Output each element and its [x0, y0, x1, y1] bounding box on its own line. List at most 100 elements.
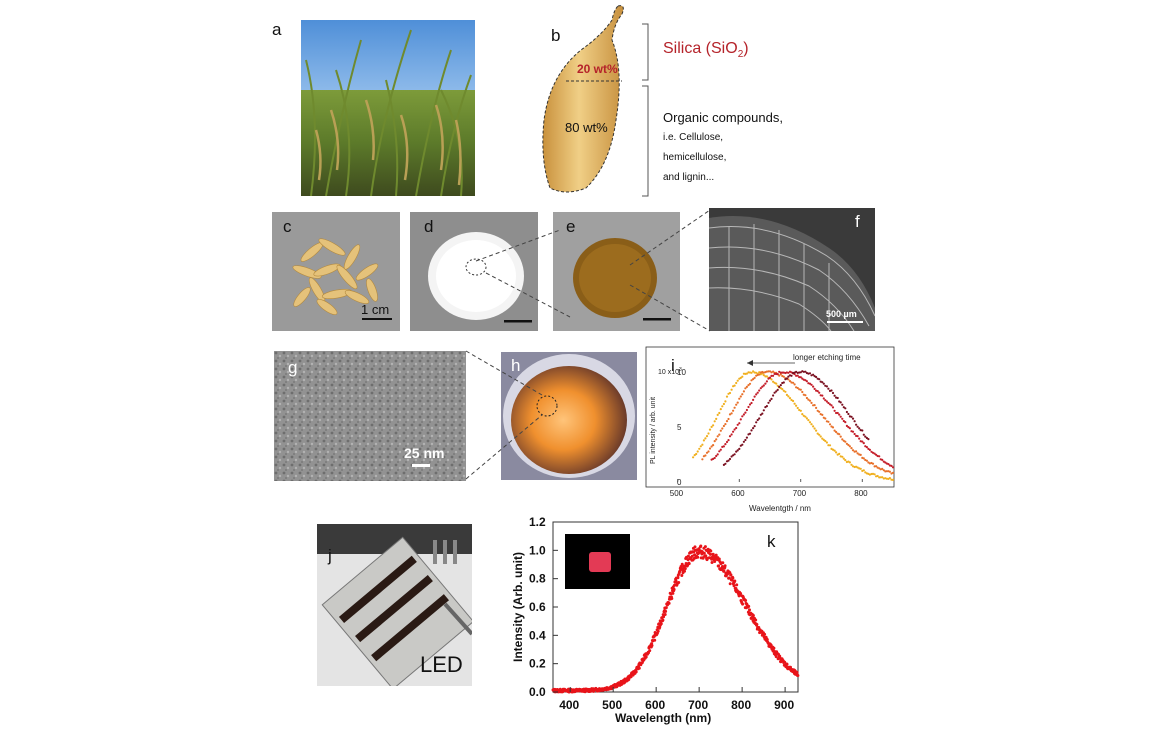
chart-k-xtick-label: 800: [731, 698, 751, 712]
chart-i-point-s0: [812, 425, 815, 428]
chart-i-annotation: longer etching time: [793, 353, 861, 362]
chart-i-point-s0: [816, 432, 819, 435]
chart-i-point-s2: [864, 445, 867, 448]
chart-k-point: [671, 591, 675, 595]
chart-i-point-s1: [715, 438, 718, 441]
chart-i-point-s0: [712, 424, 715, 427]
chart-k-point: [673, 583, 676, 587]
chart-i-point-s0: [815, 429, 818, 432]
chart-i-point-s3: [790, 374, 793, 377]
chart-i-point-s1: [725, 420, 729, 423]
chart-i-point-s1: [732, 409, 735, 412]
chart-i-point-s3: [804, 370, 807, 373]
chart-k-point: [796, 674, 800, 677]
chart-k-ytick-label: 0.4: [529, 628, 546, 642]
chart-i-point-s2: [715, 454, 718, 458]
chart-i-point-s0: [819, 435, 822, 438]
husk-pile-illustration: [292, 238, 392, 320]
chart-k-point: [741, 602, 745, 606]
chart-i-point-s0: [799, 409, 802, 412]
chart-i-point-s2: [735, 426, 738, 430]
panel-label-i: i: [671, 356, 675, 375]
chart-k-ytick-label: 0.0: [529, 685, 546, 699]
chart-i-point-s2: [848, 427, 851, 430]
chart-k-point: [647, 651, 650, 655]
chart-i-point-s2: [787, 371, 790, 374]
chart-i-point-s1: [851, 449, 855, 452]
chart-k-point: [708, 552, 712, 556]
chart-i-point-s1: [875, 465, 878, 468]
chart-k-xtick-label: 400: [559, 698, 579, 712]
chart-i-point-s0: [827, 444, 830, 447]
chart-i-point-s1: [747, 384, 750, 387]
chart-i-marks: [692, 370, 895, 481]
chart-i-point-s1: [841, 438, 844, 441]
chart-i-point-s0: [739, 376, 742, 379]
chart-k-point: [680, 574, 684, 577]
sem-micrograph: [709, 208, 875, 331]
chart-i-point-s2: [812, 385, 815, 388]
panel-label-k: k: [767, 532, 776, 551]
chart-i-point-s0: [810, 423, 813, 426]
chart-i-point-s2: [762, 384, 765, 387]
rice-field-illustration: [301, 20, 475, 196]
chart-k-point: [659, 622, 663, 626]
chart-k-point: [772, 646, 776, 650]
chart-i-point-s2: [818, 391, 821, 394]
chart-k-xlabel: Wavelength (nm): [615, 711, 711, 725]
chart-i-point-s3: [845, 410, 848, 414]
chart-i-point-s1: [710, 445, 713, 448]
chart-i-point-s3: [782, 381, 785, 384]
chart-i-point-s0: [707, 432, 710, 435]
glowing-dish-illustration: [501, 352, 637, 480]
chart-i-point-s0: [807, 419, 810, 422]
chart-i-point-s3: [728, 457, 732, 461]
silica-label: Silica (SiO2): [663, 40, 749, 60]
chart-i-point-s0: [873, 473, 876, 476]
chart-i-point-s0: [704, 437, 707, 440]
led-device-illustration: [317, 524, 472, 686]
chart-k-point: [661, 618, 665, 622]
panel-label-a: a: [272, 20, 282, 39]
chart-i-point-s2: [716, 453, 719, 456]
chart-k-point: [693, 545, 697, 549]
chart-i-point-s2: [881, 458, 884, 461]
panel-label-f: f: [855, 212, 860, 231]
chart-i-point-s1: [752, 378, 755, 381]
chart-i-point-s3: [779, 384, 782, 387]
chart-i-point-s2: [712, 457, 715, 460]
chart-i-multiplier-exp: 3: [679, 367, 682, 373]
chart-i-point-s2: [810, 383, 813, 386]
chart-i-point-s3: [730, 455, 733, 458]
chart-i-point-s3: [847, 412, 850, 416]
brackets: [642, 23, 649, 197]
chart-i-point-s0: [692, 456, 695, 459]
panel-label-b: b: [551, 26, 561, 45]
chart-i-point-s3: [850, 415, 853, 418]
chart-i-point-s2: [727, 439, 730, 442]
chart-k-ytick-label: 0.2: [529, 657, 546, 671]
silica-percent: 20 wt%: [577, 62, 618, 76]
chart-i-point-s3: [748, 432, 752, 435]
silica-label-sub: 2: [737, 49, 744, 61]
chart-i-point-s3: [776, 388, 779, 391]
chart-i-point-s2: [835, 411, 838, 415]
rice-field-photo: [301, 20, 475, 196]
chart-i-point-s3: [818, 378, 821, 381]
chart-i-point-s3: [750, 429, 753, 432]
chart-i-point-s0: [710, 425, 713, 428]
chart-i-point-s3: [755, 421, 758, 424]
chart-i-point-s1: [704, 454, 707, 457]
chart-i-point-s0: [842, 457, 845, 460]
chart-i-point-s3: [759, 413, 762, 416]
chart-i-point-s0: [699, 445, 702, 448]
chart-i-point-s2: [761, 385, 764, 388]
chart-i-point-s3: [770, 397, 773, 400]
chart-i-point-s2: [722, 445, 725, 448]
chart-i-point-s3: [867, 438, 870, 441]
organic-percent: 80 wt%: [565, 120, 608, 135]
chart-i-point-s0: [770, 378, 773, 381]
chart-k-point: [690, 554, 694, 558]
chart-i-point-s1: [719, 429, 722, 432]
chart-i-point-s0: [736, 379, 739, 382]
